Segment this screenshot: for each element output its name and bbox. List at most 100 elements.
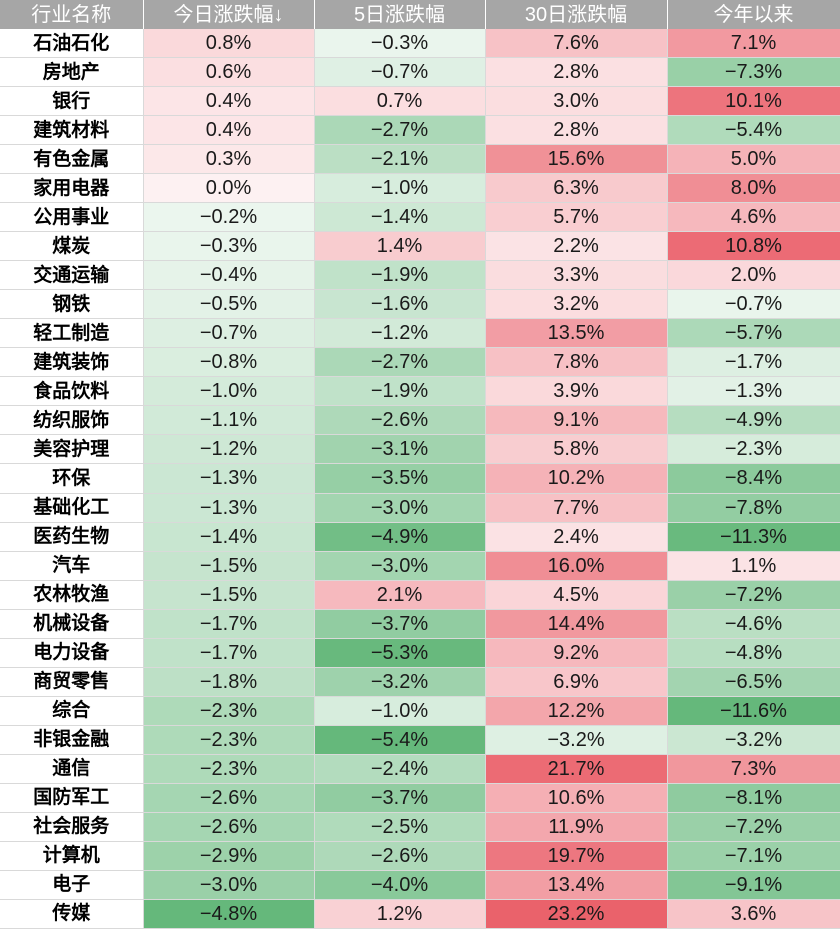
table-row: 纺织服饰 −1.1% −2.6% 9.1% −4.9% bbox=[0, 405, 840, 436]
today-change-cell: −1.1% bbox=[143, 405, 315, 436]
today-change-cell: −2.6% bbox=[143, 783, 315, 813]
industry-name-cell: 计算机 bbox=[0, 841, 144, 871]
table-row: 家用电器 0.0% −1.0% 6.3% 8.0% bbox=[0, 173, 840, 204]
d30-change-cell: 2.2% bbox=[485, 231, 668, 262]
ytd-change-cell: −1.3% bbox=[667, 376, 840, 407]
ytd-change-cell: 7.3% bbox=[667, 754, 840, 784]
ytd-change-cell: 8.0% bbox=[667, 173, 840, 204]
today-change-cell: −0.5% bbox=[143, 289, 315, 320]
ytd-change-cell: −7.2% bbox=[667, 812, 840, 842]
today-change-cell: −0.7% bbox=[143, 318, 315, 349]
ytd-change-cell: −2.3% bbox=[667, 434, 840, 465]
d5-change-cell: −1.4% bbox=[314, 202, 486, 233]
industry-name-cell: 农林牧渔 bbox=[0, 580, 144, 610]
table-row: 环保 −1.3% −3.5% 10.2% −8.4% bbox=[0, 463, 840, 494]
d5-change-cell: −1.0% bbox=[314, 173, 486, 204]
today-change-cell: −1.8% bbox=[143, 667, 315, 697]
industry-name-cell: 家用电器 bbox=[0, 173, 144, 204]
industry-name-cell: 国防军工 bbox=[0, 783, 144, 813]
d30-change-cell: 11.9% bbox=[485, 812, 668, 842]
d5-change-cell: −3.1% bbox=[314, 434, 486, 465]
d30-change-cell: 12.2% bbox=[485, 696, 668, 726]
table-row: 电子 −3.0% −4.0% 13.4% −9.1% bbox=[0, 870, 840, 900]
d30-change-cell: 3.0% bbox=[485, 86, 668, 117]
ytd-change-cell: −7.8% bbox=[667, 493, 840, 523]
d30-change-cell: 6.9% bbox=[485, 667, 668, 697]
d5-change-cell: −0.3% bbox=[314, 29, 486, 59]
ytd-change-cell: −7.2% bbox=[667, 580, 840, 610]
ytd-change-cell: −4.6% bbox=[667, 609, 840, 639]
table-row: 社会服务 −2.6% −2.5% 11.9% −7.2% bbox=[0, 812, 840, 842]
ytd-change-cell: −11.6% bbox=[667, 696, 840, 726]
today-change-cell: −1.3% bbox=[143, 493, 315, 523]
d5-change-cell: −1.9% bbox=[314, 376, 486, 407]
ytd-change-cell: 3.6% bbox=[667, 899, 840, 929]
table-row: 医药生物 −1.4% −4.9% 2.4% −11.3% bbox=[0, 522, 840, 552]
table-row: 农林牧渔 −1.5% 2.1% 4.5% −7.2% bbox=[0, 580, 840, 610]
d5-change-cell: −1.9% bbox=[314, 260, 486, 291]
header-industry-name[interactable]: 行业名称 bbox=[0, 0, 144, 29]
today-change-cell: −1.0% bbox=[143, 376, 315, 407]
d5-change-cell: −2.4% bbox=[314, 754, 486, 784]
ytd-change-cell: −8.1% bbox=[667, 783, 840, 813]
today-change-cell: −2.6% bbox=[143, 812, 315, 842]
header-30d-change[interactable]: 30日涨跌幅 bbox=[485, 0, 668, 29]
industry-name-cell: 有色金属 bbox=[0, 144, 144, 175]
header-ytd-change[interactable]: 今年以来 bbox=[667, 0, 840, 29]
d30-change-cell: 13.4% bbox=[485, 870, 668, 900]
today-change-cell: −2.9% bbox=[143, 841, 315, 871]
d30-change-cell: 6.3% bbox=[485, 173, 668, 204]
table-row: 房地产 0.6% −0.7% 2.8% −7.3% bbox=[0, 57, 840, 88]
d5-change-cell: −3.5% bbox=[314, 463, 486, 494]
industry-name-cell: 建筑材料 bbox=[0, 115, 144, 146]
table-row: 汽车 −1.5% −3.0% 16.0% 1.1% bbox=[0, 551, 840, 581]
d5-change-cell: −2.1% bbox=[314, 144, 486, 175]
today-change-cell: −1.3% bbox=[143, 463, 315, 494]
table-row: 美容护理 −1.2% −3.1% 5.8% −2.3% bbox=[0, 434, 840, 465]
today-change-cell: −2.3% bbox=[143, 725, 315, 755]
header-today-change[interactable]: 今日涨跌幅↓ bbox=[143, 0, 315, 29]
header-5d-change[interactable]: 5日涨跌幅 bbox=[314, 0, 486, 29]
d5-change-cell: −1.6% bbox=[314, 289, 486, 320]
industry-name-cell: 公用事业 bbox=[0, 202, 144, 233]
ytd-change-cell: −4.8% bbox=[667, 638, 840, 668]
d30-change-cell: 3.2% bbox=[485, 289, 668, 320]
d30-change-cell: 23.2% bbox=[485, 899, 668, 929]
d30-change-cell: 5.7% bbox=[485, 202, 668, 233]
industry-name-cell: 建筑装饰 bbox=[0, 347, 144, 378]
table-row: 电力设备 −1.7% −5.3% 9.2% −4.8% bbox=[0, 638, 840, 668]
table-row: 交通运输 −0.4% −1.9% 3.3% 2.0% bbox=[0, 260, 840, 291]
d5-change-cell: −3.7% bbox=[314, 783, 486, 813]
d30-change-cell: 2.8% bbox=[485, 115, 668, 146]
industry-name-cell: 钢铁 bbox=[0, 289, 144, 320]
today-change-cell: −1.5% bbox=[143, 551, 315, 581]
d5-change-cell: −4.9% bbox=[314, 522, 486, 552]
d5-change-cell: −5.3% bbox=[314, 638, 486, 668]
d30-change-cell: 2.8% bbox=[485, 57, 668, 88]
d30-change-cell: 5.8% bbox=[485, 434, 668, 465]
d30-change-cell: 9.1% bbox=[485, 405, 668, 436]
today-change-cell: −0.8% bbox=[143, 347, 315, 378]
industry-name-cell: 交通运输 bbox=[0, 260, 144, 291]
today-change-cell: 0.4% bbox=[143, 115, 315, 146]
table-row: 综合 −2.3% −1.0% 12.2% −11.6% bbox=[0, 696, 840, 726]
d5-change-cell: 1.2% bbox=[314, 899, 486, 929]
ytd-change-cell: −5.4% bbox=[667, 115, 840, 146]
d5-change-cell: −1.0% bbox=[314, 696, 486, 726]
d5-change-cell: −2.7% bbox=[314, 115, 486, 146]
industry-name-cell: 医药生物 bbox=[0, 522, 144, 552]
d5-change-cell: −3.7% bbox=[314, 609, 486, 639]
table-row: 非银金融 −2.3% −5.4% −3.2% −3.2% bbox=[0, 725, 840, 755]
table-row: 商贸零售 −1.8% −3.2% 6.9% −6.5% bbox=[0, 667, 840, 697]
industry-name-cell: 商贸零售 bbox=[0, 667, 144, 697]
ytd-change-cell: 10.8% bbox=[667, 231, 840, 262]
industry-name-cell: 电力设备 bbox=[0, 638, 144, 668]
d5-change-cell: −1.2% bbox=[314, 318, 486, 349]
d5-change-cell: −5.4% bbox=[314, 725, 486, 755]
today-change-cell: −0.2% bbox=[143, 202, 315, 233]
industry-name-cell: 银行 bbox=[0, 86, 144, 117]
table-row: 传媒 −4.8% 1.2% 23.2% 3.6% bbox=[0, 899, 840, 929]
ytd-change-cell: −8.4% bbox=[667, 463, 840, 494]
ytd-change-cell: −0.7% bbox=[667, 289, 840, 320]
d30-change-cell: 16.0% bbox=[485, 551, 668, 581]
